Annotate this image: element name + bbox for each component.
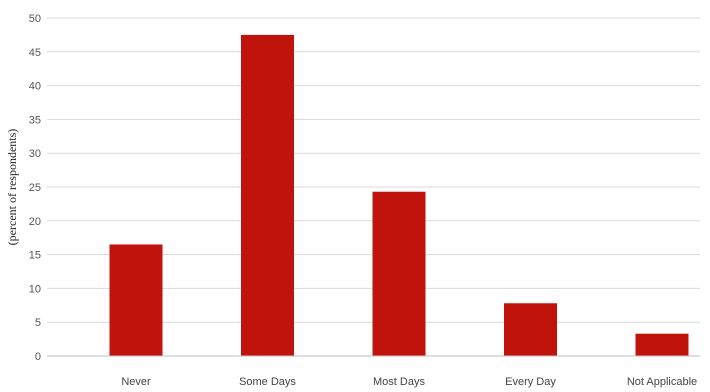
x-category-label: Every Day	[505, 376, 556, 388]
bar-never	[109, 244, 163, 356]
y-axis-ticks: 0 5 10 15 20 25 30 35 40 45 50	[29, 13, 41, 363]
x-category-label: Most Days	[373, 376, 425, 388]
x-axis-labels: Never Some Days Most Days Every Day Not Appl…	[121, 376, 697, 388]
bar-some-days	[241, 34, 294, 357]
bar-most-days	[372, 191, 426, 356]
y-tick-label: 45	[29, 47, 41, 59]
y-tick-label: 50	[29, 13, 41, 25]
bars	[109, 34, 689, 357]
y-tick-label: 35	[29, 114, 41, 126]
y-tick-label: 30	[29, 148, 41, 160]
y-tick-label: 20	[29, 216, 41, 228]
x-category-label: Never	[121, 376, 151, 388]
y-tick-label: 10	[29, 283, 41, 295]
y-axis-label: (percent of respondents)	[5, 129, 19, 246]
y-tick-label: 15	[29, 250, 41, 262]
y-tick-label: 0	[35, 351, 41, 363]
x-category-label: Not Applicable	[627, 376, 697, 388]
y-tick-label: 5	[35, 317, 41, 329]
bar-every-day	[504, 303, 557, 356]
y-tick-label: 25	[29, 182, 41, 194]
y-tick-label: 40	[29, 81, 41, 93]
x-category-label: Some Days	[239, 376, 296, 388]
bar-not-applicable	[635, 333, 689, 356]
